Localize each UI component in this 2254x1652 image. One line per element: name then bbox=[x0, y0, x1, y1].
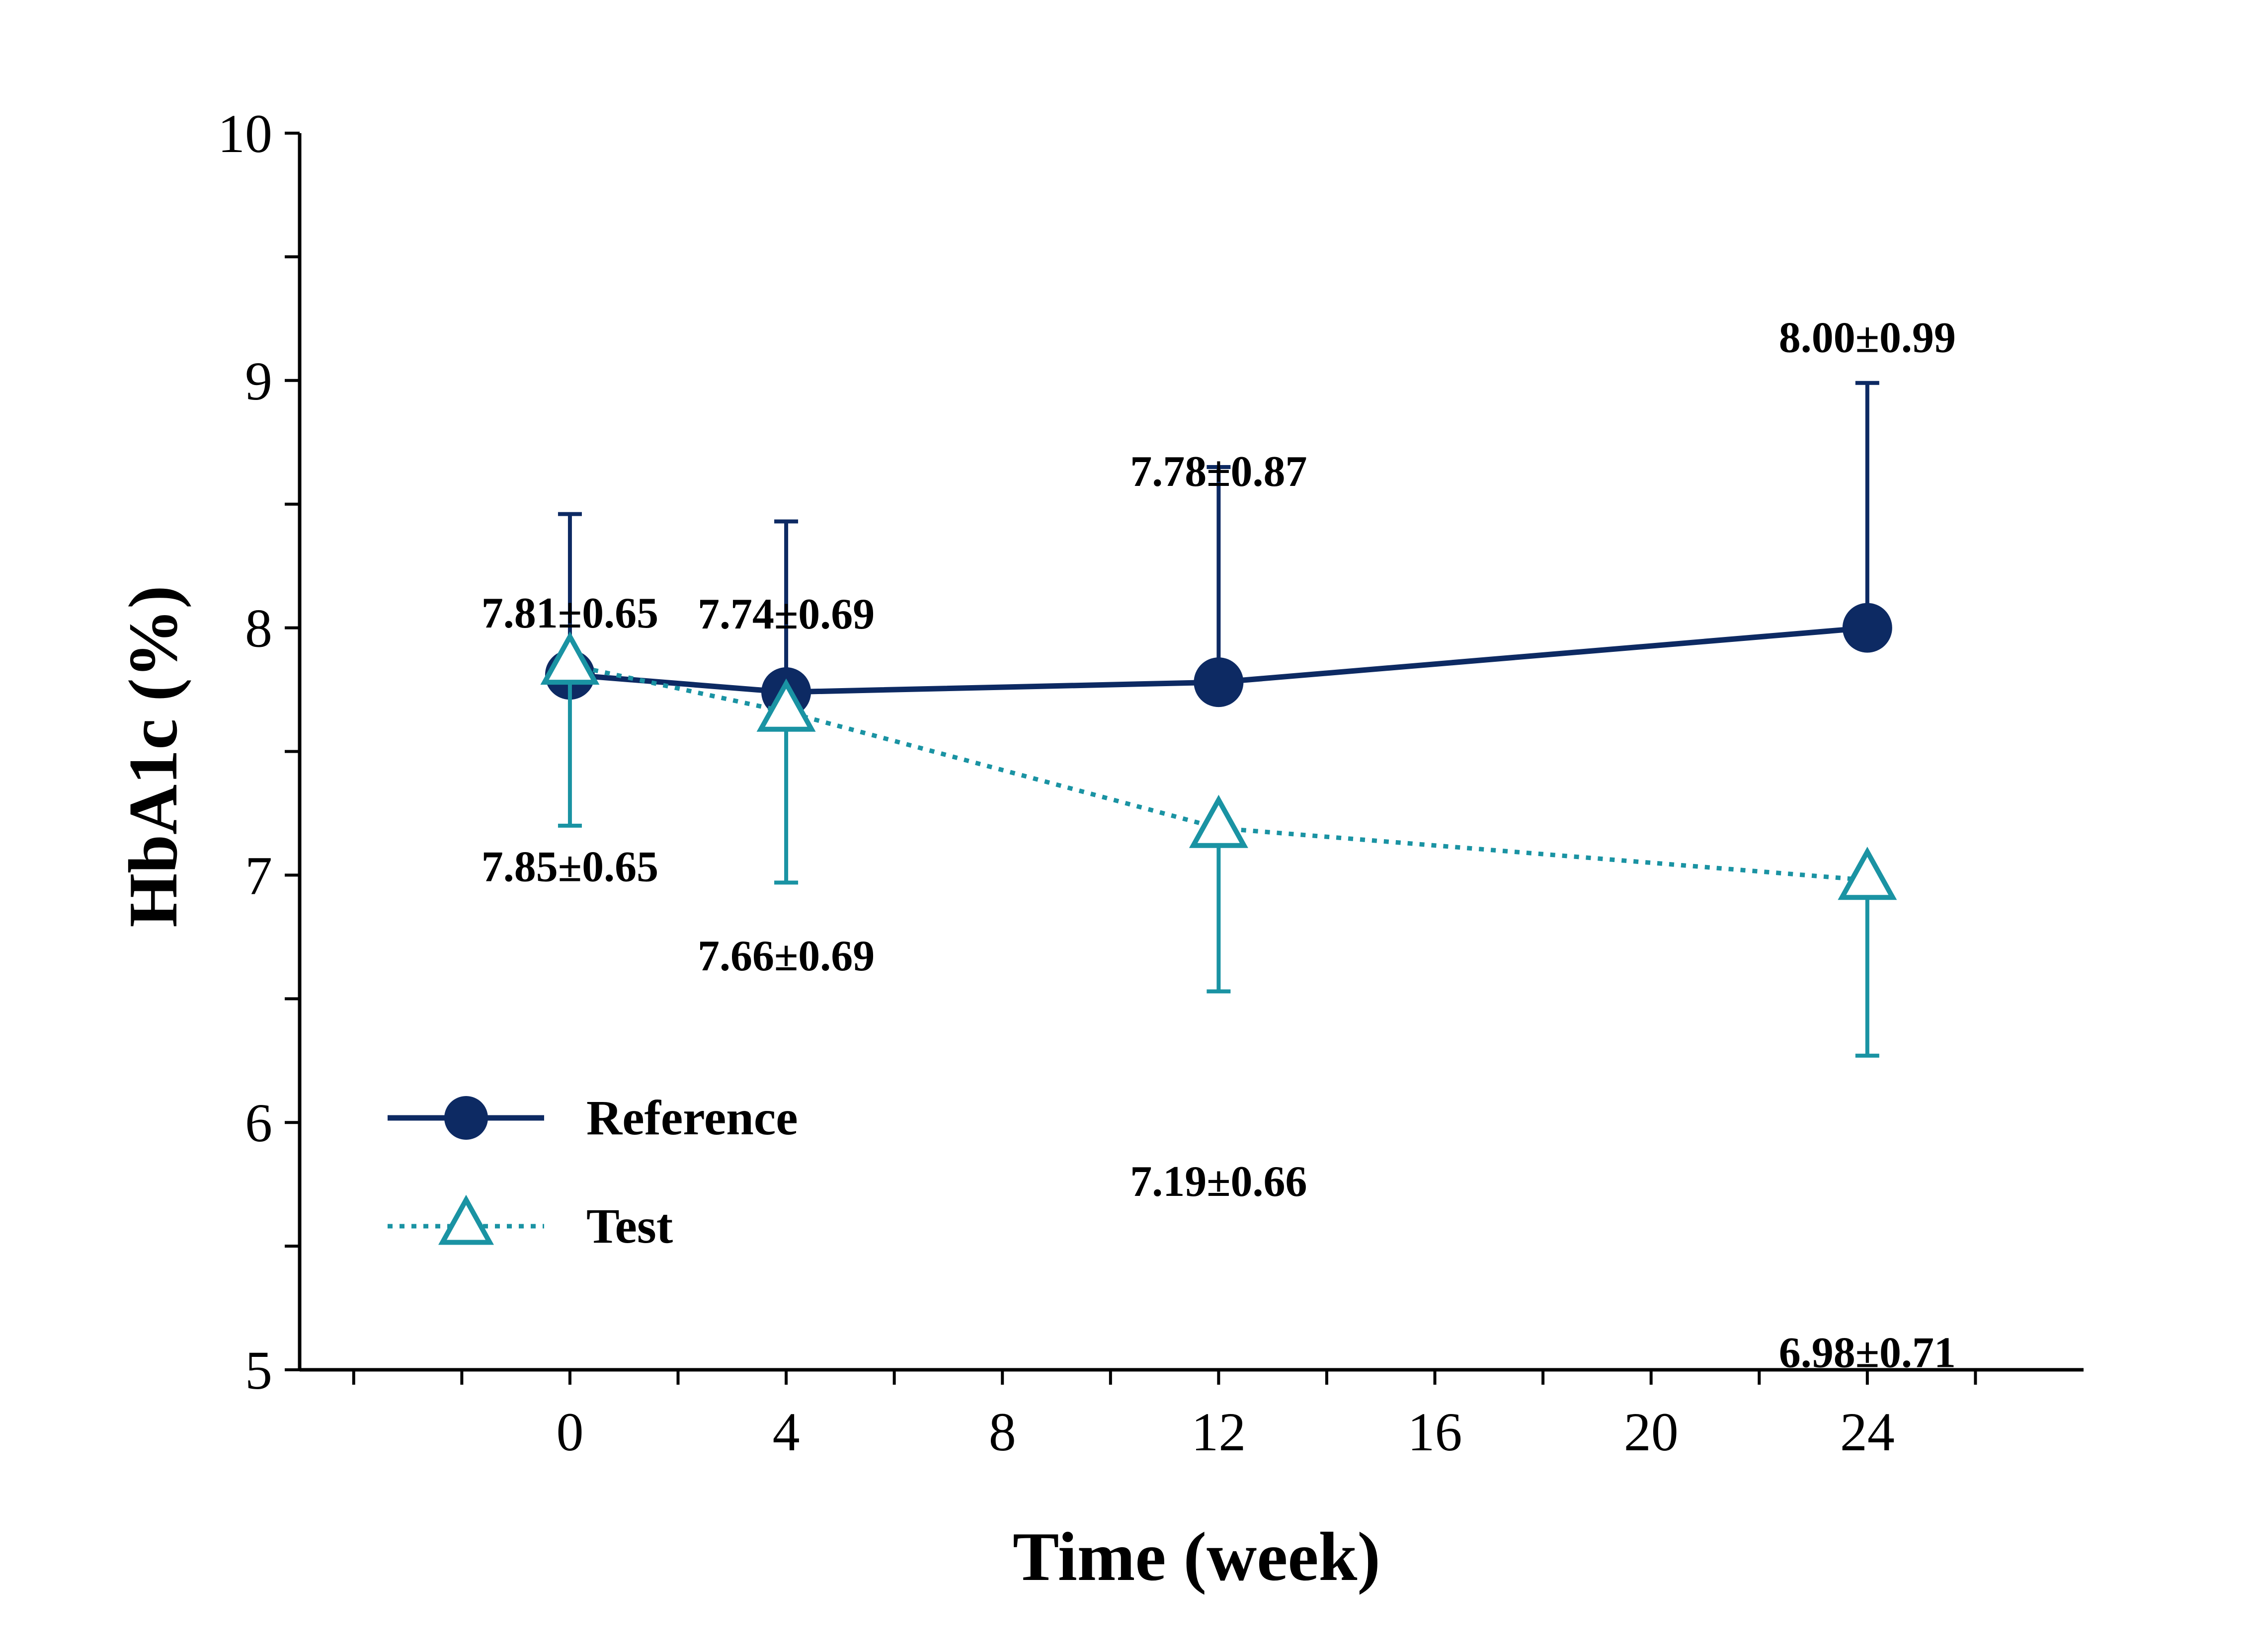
series-reference bbox=[545, 381, 1892, 717]
x-tick-label: 24 bbox=[1840, 1402, 1895, 1462]
data-label: 7.85±0.65 bbox=[482, 843, 658, 891]
data-point bbox=[1838, 847, 1897, 900]
y-tick-label: 5 bbox=[245, 1340, 272, 1401]
x-tick-label: 20 bbox=[1624, 1402, 1679, 1462]
legend-label: Reference bbox=[586, 1090, 798, 1145]
series-line bbox=[569, 662, 1868, 882]
data-label: 7.19±0.66 bbox=[1130, 1158, 1307, 1206]
x-tick-label: 16 bbox=[1408, 1402, 1462, 1462]
legend-marker bbox=[444, 1096, 488, 1140]
legend-marker bbox=[438, 1194, 494, 1245]
data-label: 8.00±0.99 bbox=[1779, 314, 1956, 362]
data-labels: 7.81±0.65 7.74±0.69 7.78±0.87 8.00±0.99 7.85… bbox=[482, 314, 1956, 1377]
data-point bbox=[1842, 603, 1892, 653]
x-tick-label: 4 bbox=[773, 1402, 800, 1462]
data-point bbox=[540, 631, 600, 685]
data-label: 7.81±0.65 bbox=[482, 589, 658, 637]
axes: 5 6 7 8 9 10 0 4 8 12 16 20 24 bbox=[218, 103, 2084, 1462]
legend-label: Test bbox=[586, 1198, 673, 1254]
x-tick-label: 12 bbox=[1191, 1402, 1246, 1462]
data-label: 7.78±0.87 bbox=[1130, 448, 1307, 496]
legend-item-reference: Reference bbox=[388, 1090, 798, 1145]
series-layer bbox=[540, 381, 1897, 1058]
y-tick-label: 7 bbox=[245, 845, 272, 906]
data-point bbox=[1189, 794, 1248, 848]
y-tick-label: 9 bbox=[245, 351, 272, 411]
data-label: 6.98±0.71 bbox=[1779, 1329, 1956, 1377]
data-point bbox=[756, 678, 816, 732]
y-axis-title: HbA1c (%) bbox=[115, 585, 192, 927]
data-label: 7.66±0.69 bbox=[698, 932, 875, 980]
x-axis-title: Time (week) bbox=[1013, 1518, 1380, 1595]
series-test bbox=[540, 631, 1897, 1058]
series-line bbox=[569, 625, 1868, 695]
y-tick-label: 8 bbox=[245, 598, 272, 659]
legend: Reference Test bbox=[388, 1090, 798, 1254]
y-tick-label: 10 bbox=[218, 103, 272, 164]
legend-item-test: Test bbox=[388, 1194, 673, 1254]
y-tick-label: 6 bbox=[245, 1093, 272, 1153]
data-point bbox=[1194, 657, 1244, 708]
data-label: 7.74±0.69 bbox=[698, 590, 875, 638]
x-tick-label: 0 bbox=[556, 1402, 583, 1462]
x-tick-label: 8 bbox=[989, 1402, 1016, 1462]
